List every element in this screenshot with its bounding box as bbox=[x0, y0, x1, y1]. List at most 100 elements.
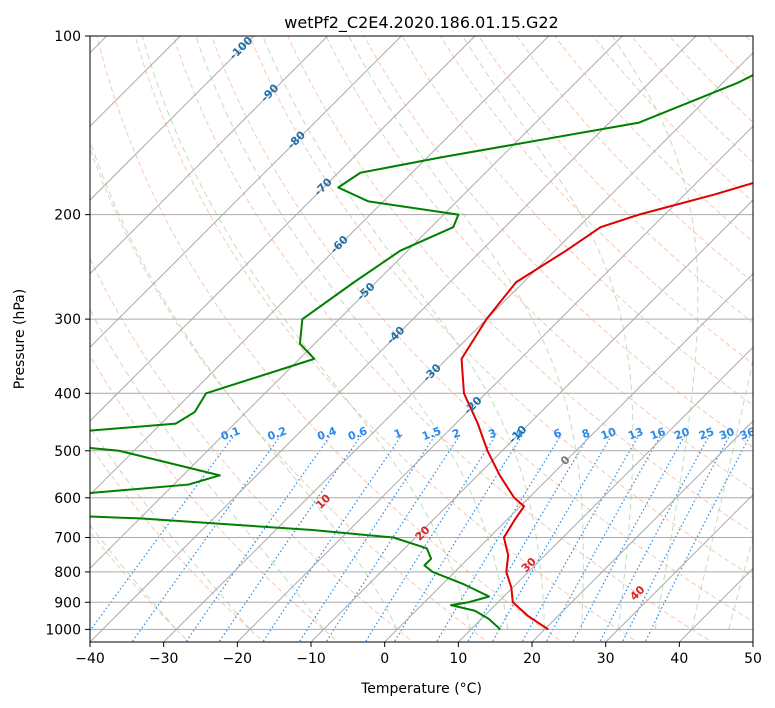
moist-adiabat-line bbox=[195, 36, 509, 630]
dry-adiabat-line bbox=[363, 36, 753, 448]
x-tick-label: 30 bbox=[597, 651, 615, 667]
mixing-ratio-line bbox=[435, 434, 562, 642]
isotherm-line bbox=[383, 272, 753, 642]
mixing-ratio-line bbox=[131, 434, 282, 642]
isotherm-line bbox=[90, 36, 550, 496]
isotherm-line bbox=[604, 493, 753, 642]
dry-adiabat-line bbox=[287, 36, 753, 534]
mixing-ratio-label: 2 bbox=[451, 426, 463, 441]
mixing-ratio-label: 1.5 bbox=[420, 424, 443, 443]
x-tick-label: 40 bbox=[670, 651, 688, 667]
y-tick-label: 600 bbox=[54, 491, 81, 507]
dry-adiabat-label: 40 bbox=[627, 583, 647, 603]
dry-adiabat-line bbox=[630, 36, 753, 163]
temperature-line bbox=[460, 181, 753, 631]
mixing-ratio-line bbox=[491, 434, 613, 642]
isotherm-line bbox=[678, 567, 753, 642]
moist-adiabat-line bbox=[691, 357, 753, 630]
moist-adiabat-line bbox=[90, 308, 324, 630]
isotherm-line bbox=[90, 36, 329, 275]
mixing-ratio-label: 13 bbox=[626, 425, 645, 442]
mixing-ratio-line bbox=[545, 434, 662, 642]
x-tick-label: 10 bbox=[449, 651, 467, 667]
isotherm-line bbox=[162, 51, 753, 642]
x-tick-label: −20 bbox=[223, 651, 253, 667]
dry-adiabat-line bbox=[401, 36, 753, 406]
isotherm-line bbox=[752, 641, 753, 642]
dry-adiabat-line bbox=[90, 354, 339, 642]
dry-adiabat-line bbox=[172, 36, 713, 642]
mixing-ratio-label: 10 bbox=[599, 425, 618, 443]
dry-adiabat-line bbox=[668, 36, 753, 124]
y-axis-title: Pressure (hPa) bbox=[12, 289, 28, 389]
y-tick-label: 100 bbox=[54, 29, 81, 45]
isotherm-line bbox=[90, 36, 255, 201]
dry-adiabat-label: 20 bbox=[413, 523, 433, 543]
mixing-ratio-line bbox=[621, 434, 731, 642]
moist-adiabat-line bbox=[90, 139, 398, 630]
isotherm-line bbox=[236, 125, 753, 642]
chart-title: wetPf2_C2E4.2020.186.01.15.G22 bbox=[284, 13, 558, 33]
moist-adiabat-line bbox=[611, 36, 699, 630]
mixing-ratio-line bbox=[298, 434, 436, 642]
mixing-ratio-label: 25 bbox=[697, 425, 716, 442]
mixing-ratio-line bbox=[185, 434, 332, 642]
dry-adiabat-line bbox=[90, 257, 414, 642]
mixing-ratio-label: 3 bbox=[487, 426, 499, 441]
dry-adiabat-line bbox=[745, 36, 753, 45]
dry-adiabat-line bbox=[771, 23, 775, 645]
y-tick-label: 900 bbox=[54, 595, 81, 611]
mixing-ratio-label: 0.2 bbox=[266, 424, 289, 443]
x-tick-label: −30 bbox=[149, 651, 179, 667]
mixing-ratio-label: 16 bbox=[648, 425, 667, 443]
y-tick-label: 400 bbox=[54, 386, 81, 402]
mixing-ratio-label: 1 bbox=[392, 426, 404, 441]
y-tick-label: 500 bbox=[54, 444, 81, 460]
dry-adiabat-line bbox=[706, 36, 753, 84]
mixing-ratio-line bbox=[572, 434, 686, 642]
moist-adiabat-line bbox=[348, 36, 584, 630]
mixing-ratio-label: 36 bbox=[738, 425, 757, 443]
x-tick-label: 20 bbox=[523, 651, 541, 667]
mixing-ratio-label: 30 bbox=[717, 425, 736, 443]
isotherm-line bbox=[531, 420, 753, 642]
isotherm-label: -100 bbox=[227, 34, 256, 63]
isotherm-line bbox=[90, 36, 182, 128]
dry-adiabat-line bbox=[134, 36, 638, 642]
dry-adiabat-line bbox=[90, 147, 489, 642]
y-tick-label: 200 bbox=[54, 208, 81, 224]
y-tick-label: 300 bbox=[54, 312, 81, 328]
dry-adiabat-line bbox=[90, 444, 265, 642]
moist-adiabat-line bbox=[90, 524, 177, 630]
isotherm-label: -80 bbox=[285, 128, 308, 151]
mixing-ratio-label: 0.4 bbox=[316, 424, 339, 443]
mixing-ratio-line bbox=[466, 434, 590, 642]
dry-adiabat-line bbox=[554, 36, 753, 243]
y-tick-label: 700 bbox=[54, 531, 81, 547]
moist-adiabat-line bbox=[141, 36, 472, 630]
isotherm-line bbox=[90, 36, 697, 642]
moist-adiabat-line bbox=[90, 426, 251, 630]
dry-adiabat-line bbox=[516, 36, 753, 283]
y-tick-label: 800 bbox=[54, 565, 81, 581]
mixing-ratio-label: 0.1 bbox=[219, 424, 242, 443]
mixing-ratio-line bbox=[364, 434, 497, 642]
dry-adiabat-line bbox=[325, 36, 753, 491]
moist-adiabat-line bbox=[262, 36, 546, 630]
x-tick-label: 50 bbox=[744, 651, 762, 667]
isotherm-line bbox=[90, 36, 403, 349]
mixing-ratio-label: 0.6 bbox=[346, 424, 369, 443]
mixing-ratio-line bbox=[599, 434, 711, 642]
isotherm-line bbox=[457, 346, 753, 642]
isotherm-line bbox=[310, 199, 753, 642]
mixing-ratio-line bbox=[90, 434, 236, 632]
dry-adiabat-line bbox=[439, 36, 753, 365]
plot-frame bbox=[89, 35, 754, 643]
isotherm-line bbox=[90, 36, 624, 570]
y-tick-label: 1000 bbox=[45, 622, 81, 638]
mixing-ratio-label: 8 bbox=[580, 426, 592, 441]
mixing-ratio-line bbox=[262, 434, 403, 642]
mixing-ratio-label: 4 bbox=[513, 426, 525, 441]
x-tick-label: −10 bbox=[296, 651, 326, 667]
